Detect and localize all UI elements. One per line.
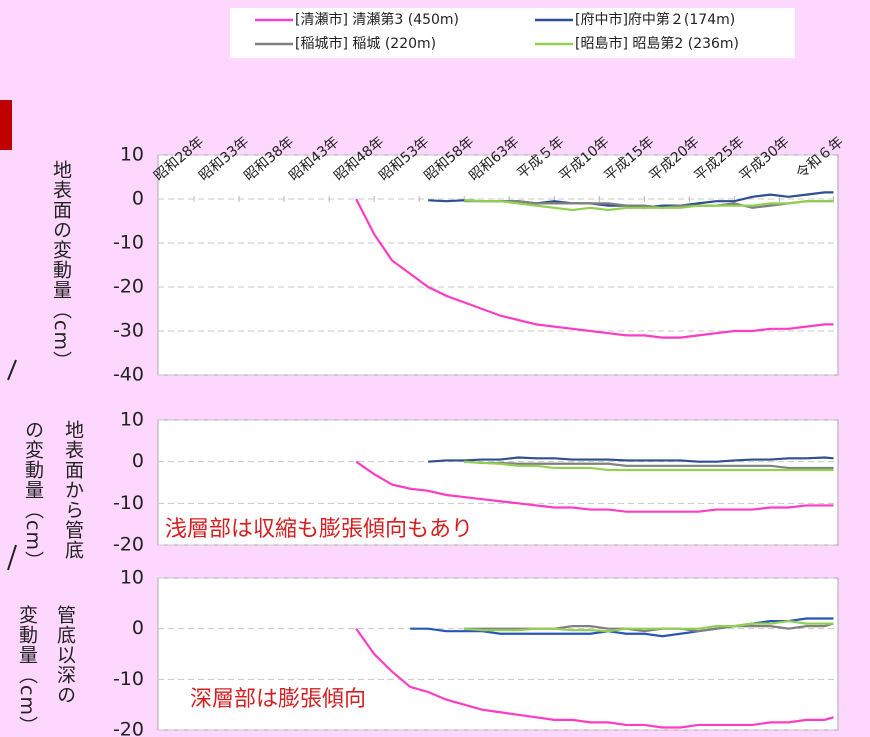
y-axis-label: の変動量（cm）	[22, 420, 44, 571]
plot-area	[157, 577, 839, 731]
y-tick-label: -20	[113, 719, 144, 737]
legend-box	[230, 8, 795, 58]
series-line	[355, 628, 834, 729]
annotation: 深層部は膨張傾向	[190, 687, 366, 712]
y-tick-label: 0	[132, 450, 144, 472]
y-axis-label: 変動量（cm）	[16, 605, 38, 736]
y-tick-label: 10	[120, 567, 144, 589]
y-axis-label: 管底以深の	[54, 605, 76, 705]
plot-area	[157, 154, 839, 376]
y-tick-label: -10	[113, 232, 144, 254]
y-tick-label: 10	[120, 409, 144, 431]
legend-label: [清瀬市] 清瀬第3 (450m)	[295, 11, 459, 28]
decoration	[7, 544, 17, 571]
series-line	[464, 460, 834, 472]
y-tick-label: -10	[113, 668, 144, 690]
series-line	[355, 198, 834, 339]
annotation: 浅層部は収縮も膨張傾向もあり	[165, 517, 473, 542]
y-tick-label: -20	[113, 276, 144, 298]
series-line	[464, 199, 834, 212]
legend-label: [稲城市] 稲城 (220m)	[295, 35, 436, 52]
y-tick-label: -40	[113, 364, 144, 386]
series-line	[464, 460, 834, 470]
y-axis-label: 地表面の変動量（cm）	[50, 160, 72, 371]
y-tick-label: 0	[132, 617, 144, 639]
y-tick-label: -10	[113, 492, 144, 514]
plot-area	[157, 419, 839, 546]
series-line	[355, 460, 834, 513]
series-line	[428, 456, 834, 463]
y-tick-label: 10	[120, 144, 144, 166]
y-tick-label: -30	[113, 320, 144, 342]
decoration	[7, 359, 17, 381]
series-line	[464, 619, 834, 633]
legend-label: [昭島市] 昭島第2 (236m)	[575, 35, 739, 52]
decoration	[0, 100, 12, 150]
legend-label: [府中市]府中第２(174m)	[575, 11, 735, 28]
y-tick-label: -20	[113, 534, 144, 556]
y-tick-label: 0	[132, 188, 144, 210]
y-axis-label: 地表面から管底	[62, 420, 84, 560]
